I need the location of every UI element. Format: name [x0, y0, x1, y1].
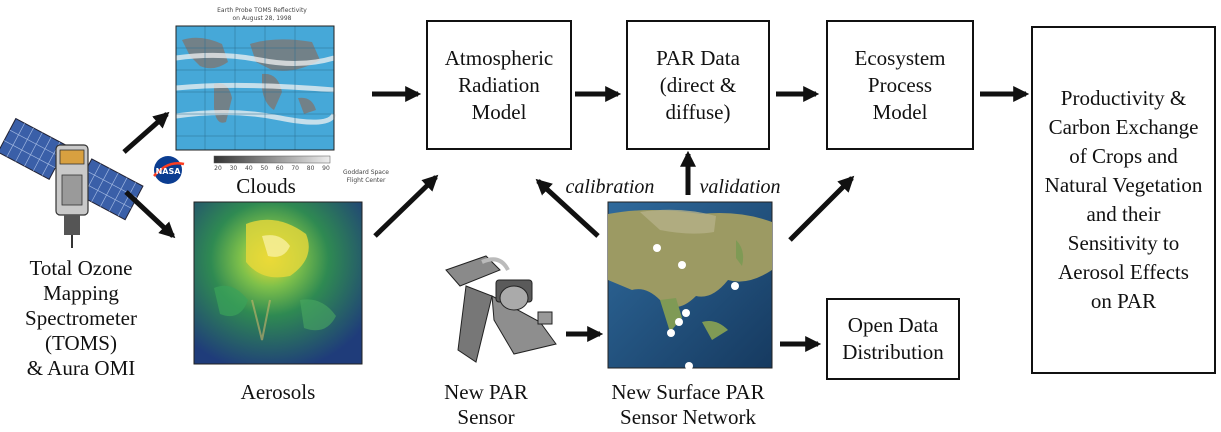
colorbar-tick-label: 20: [214, 165, 222, 172]
map-title-line2: on August 28, 1998: [232, 15, 291, 22]
ecosystem-process-model-label: Ecosystem Process Model: [854, 45, 946, 124]
sensor-network-label: New Surface PAR Sensor Network: [611, 380, 765, 429]
colorbar-tick-label: 40: [245, 165, 253, 172]
arrow-satellite-to-clouds: [122, 111, 170, 154]
satellite-illustration: [0, 117, 144, 248]
reflectivity-colorbar: [213, 155, 331, 164]
clouds-map: Earth Probe TOMS Reflectivity on August …: [175, 7, 389, 184]
colorbar-tick-label: 50: [260, 165, 268, 172]
validation-label: validation: [699, 176, 781, 198]
sensor-network-map: [607, 201, 773, 370]
toms-label: Total Ozone Mapping Spectrometer (TOMS) …: [25, 256, 137, 380]
par-data-label: PAR Data (direct & diffuse): [656, 45, 740, 124]
atmospheric-radiation-model-label: Atmospheric Radiation Model: [444, 45, 554, 124]
map-credit-line2: Flight Center: [347, 177, 386, 184]
aerosols-map: [193, 201, 363, 365]
flow-arrows: [122, 85, 1030, 353]
colorbar-tick-label: 30: [230, 165, 238, 172]
clouds-label: Clouds: [236, 174, 296, 198]
calibration-label: calibration: [565, 176, 655, 198]
new-par-sensor-label: New PAR Sensor: [444, 380, 528, 429]
colorbar-tick-label: 60: [276, 165, 284, 172]
colorbar-tick-label: 70: [291, 165, 299, 172]
nasa-logo-text: NASA: [156, 167, 182, 176]
map-credit-line1: Goddard Space: [343, 169, 389, 176]
par-sensor-illustration: [445, 255, 557, 363]
colorbar-tick-label: 80: [307, 165, 315, 172]
map-title-line1: Earth Probe TOMS Reflectivity: [217, 7, 307, 14]
par-data-box: PAR Data (direct & diffuse): [626, 20, 770, 150]
arrow-network-to-ecosystem: [788, 175, 855, 242]
open-data-distribution-box: Open Data Distribution: [826, 298, 960, 380]
colorbar-tick-label: 90: [322, 165, 330, 172]
aerosols-label: Aerosols: [240, 380, 316, 404]
productivity-carbon-label: Productivity & Carbon Exchange of Crops …: [1044, 86, 1203, 313]
open-data-distribution-label: Open Data Distribution: [842, 313, 944, 364]
sensor-site-markers: [653, 244, 739, 370]
productivity-carbon-box: Productivity & Carbon Exchange of Crops …: [1031, 26, 1216, 374]
arrow-satellite-to-aerosols: [124, 190, 176, 239]
colorbar-ticks: 20 30 40 50 60 70 80 90: [214, 165, 330, 172]
nasa-logo: NASA: [153, 156, 185, 184]
ecosystem-process-model-box: Ecosystem Process Model: [826, 20, 974, 150]
atmospheric-radiation-model-box: Atmospheric Radiation Model: [426, 20, 572, 150]
arrow-calibration: [535, 178, 600, 238]
arrow-aerosols-to-model: [373, 174, 439, 238]
